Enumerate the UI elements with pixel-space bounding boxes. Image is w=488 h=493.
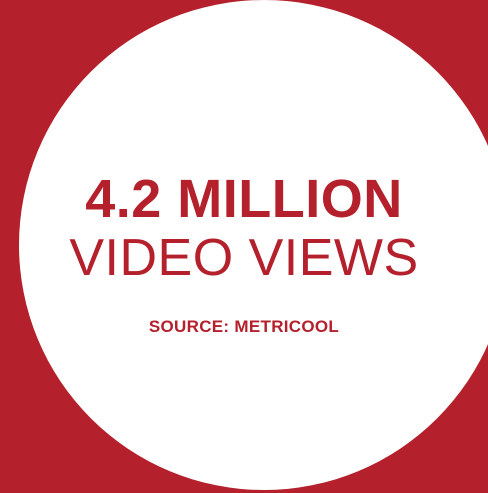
stat-headline: 4.2 MILLION <box>85 169 403 229</box>
stat-subhead: VIDEO VIEWS <box>69 229 419 287</box>
white-circle <box>19 0 488 490</box>
source-credit: SOURCE: METRICOOL <box>148 317 340 336</box>
